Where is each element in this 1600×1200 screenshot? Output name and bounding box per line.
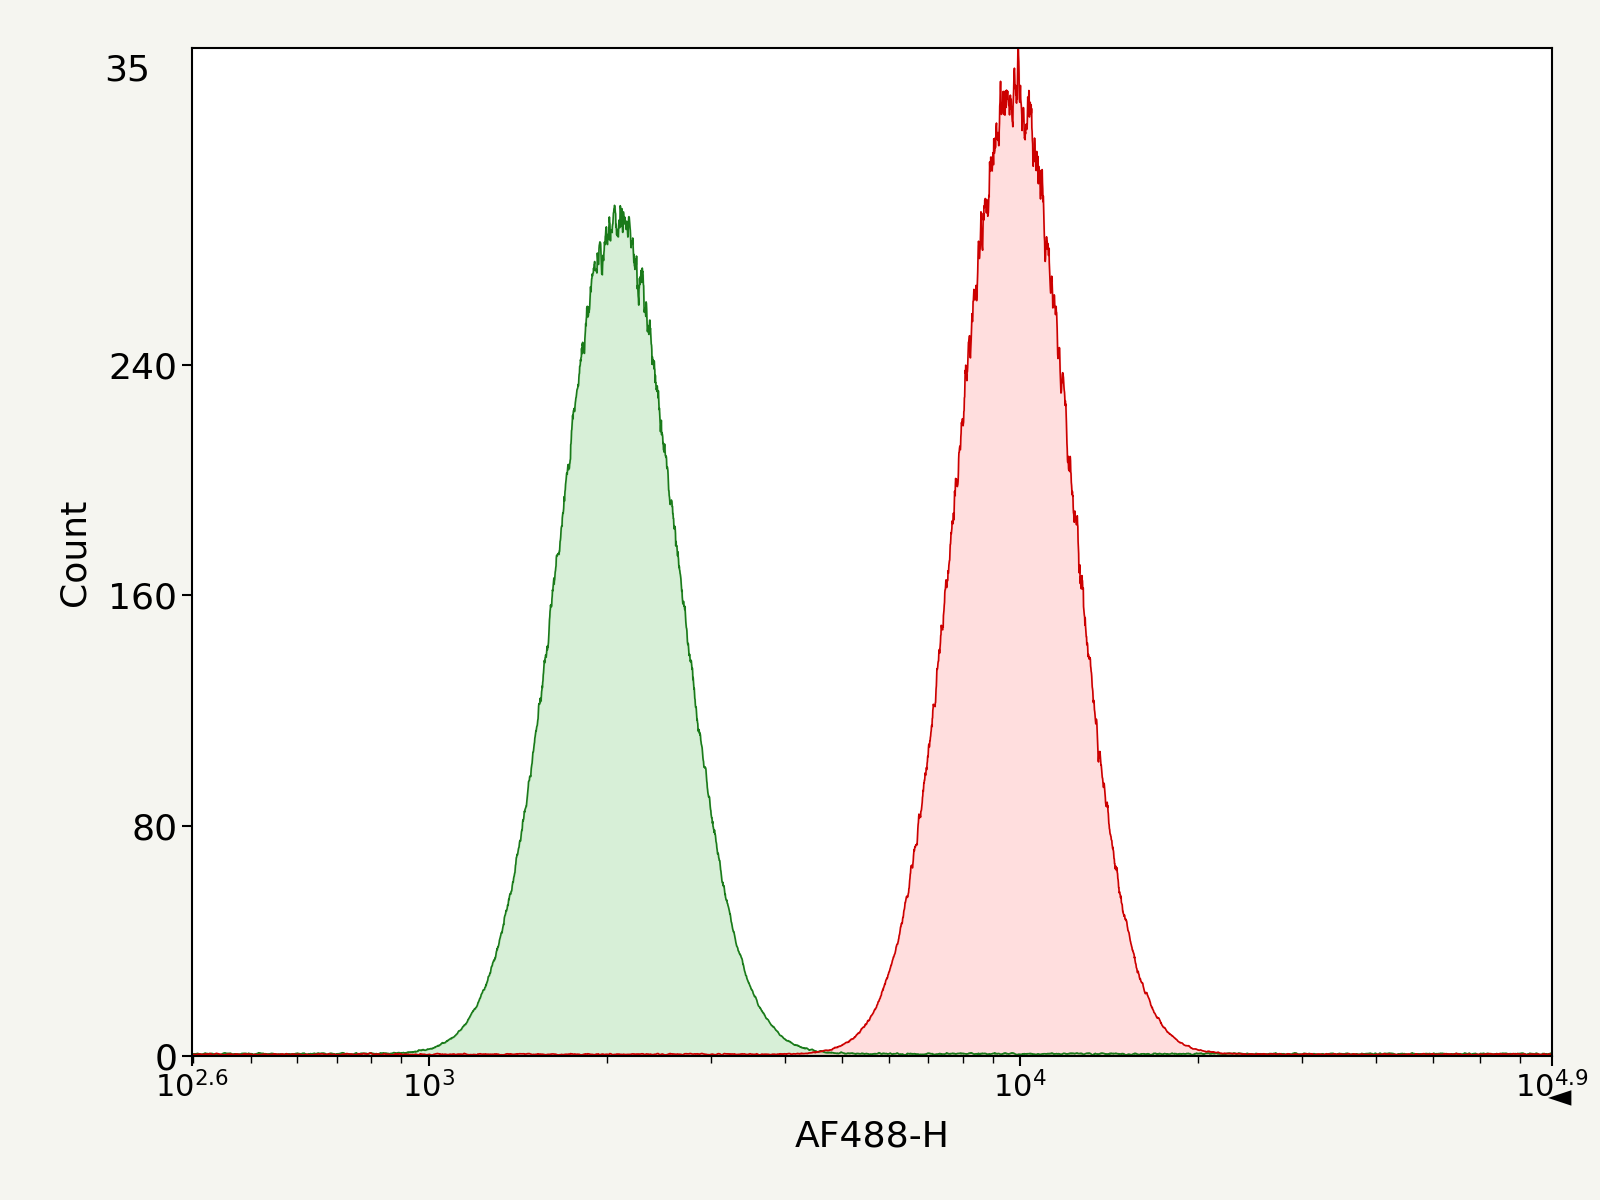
X-axis label: AF488-H: AF488-H xyxy=(795,1120,949,1153)
Y-axis label: Count: Count xyxy=(58,498,91,606)
Text: ◄: ◄ xyxy=(1549,1084,1571,1112)
Text: 35: 35 xyxy=(104,53,150,88)
